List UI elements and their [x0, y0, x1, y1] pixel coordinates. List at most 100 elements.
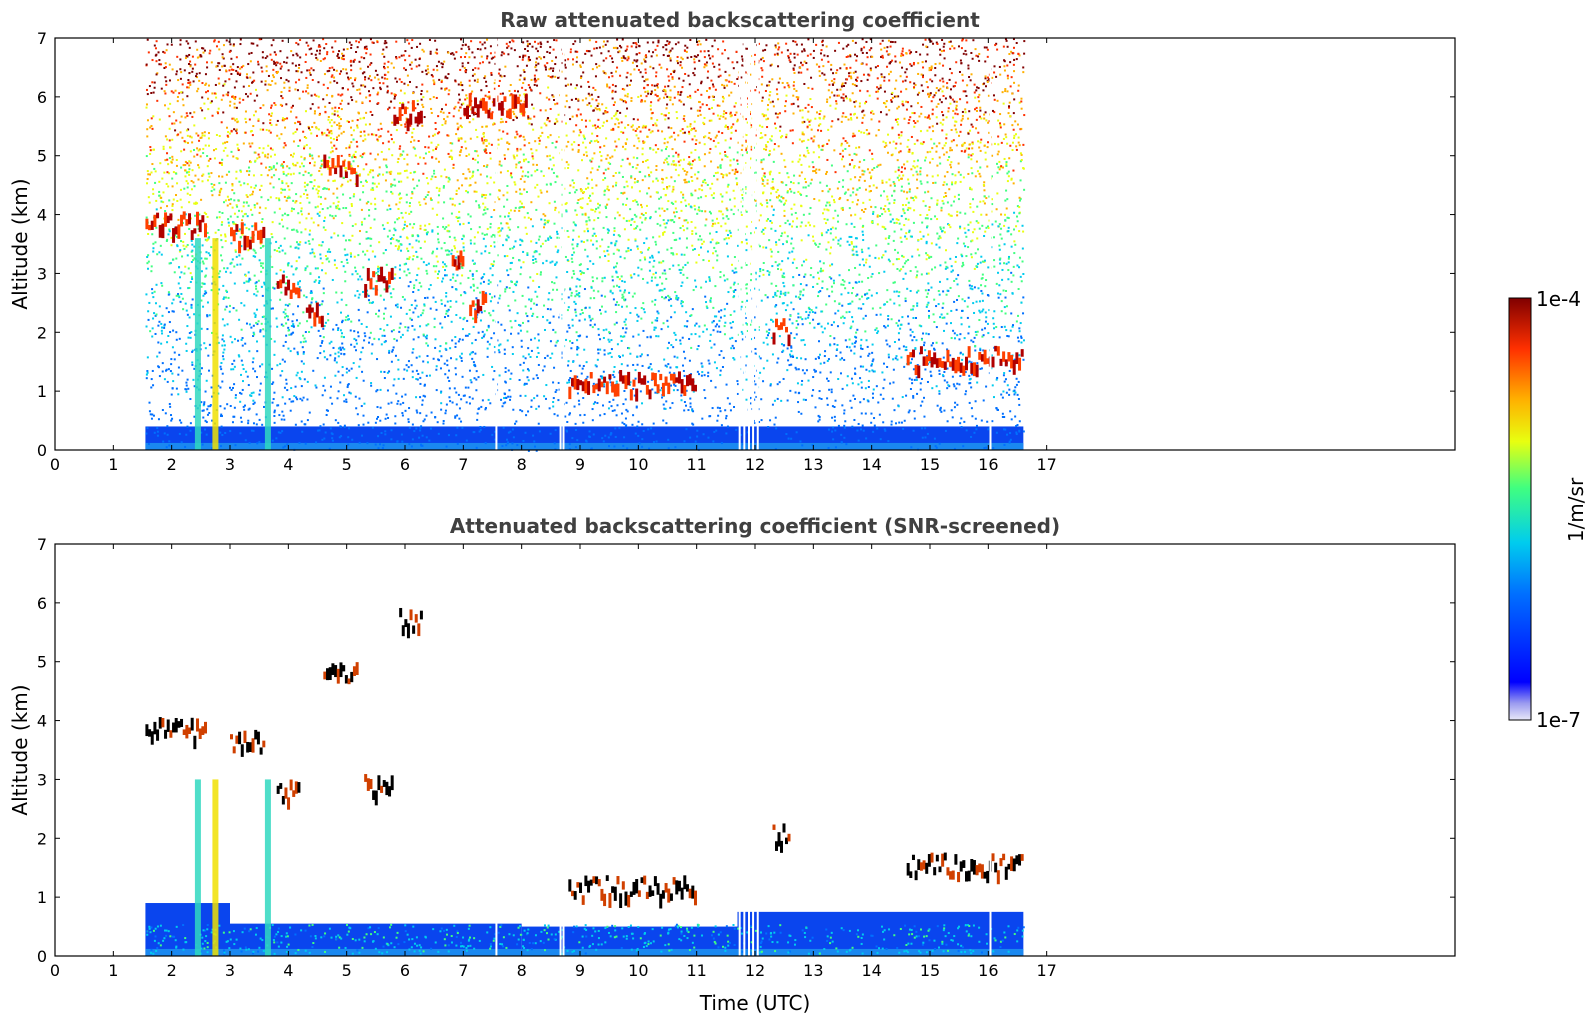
noise-pixel [934, 215, 937, 218]
noise-pixel [240, 373, 243, 376]
noise-pixel [365, 45, 368, 48]
noise-pixel [510, 372, 513, 375]
noise-pixel [517, 323, 520, 326]
noise-pixel [903, 163, 906, 166]
noise-pixel [724, 70, 727, 73]
noise-pixel [681, 305, 684, 308]
noise-pixel [346, 261, 349, 264]
noise-pixel [551, 142, 554, 145]
noise-pixel [785, 199, 788, 202]
noise-pixel [315, 300, 318, 303]
noise-pixel [579, 270, 582, 273]
noise-pixel [786, 49, 789, 52]
noise-pixel [614, 244, 617, 247]
noise-pixel [249, 92, 252, 95]
noise-pixel [841, 208, 844, 211]
noise-pixel [391, 154, 394, 157]
noise-pixel [558, 136, 561, 139]
noise-pixel [763, 148, 766, 151]
noise-pixel [611, 57, 614, 60]
noise-pixel [363, 57, 366, 60]
noise-pixel [909, 328, 912, 331]
noise-pixel [463, 394, 466, 397]
noise-pixel [146, 182, 149, 185]
noise-pixel [339, 102, 342, 105]
noise-pixel [342, 336, 345, 339]
noise-pixel [318, 429, 321, 432]
noise-pixel [506, 170, 509, 173]
noise-pixel [896, 358, 899, 361]
noise-pixel [616, 47, 619, 50]
noise-pixel [693, 61, 696, 64]
noise-pixel [753, 53, 756, 56]
noise-pixel [573, 182, 576, 185]
noise-pixel [531, 314, 534, 317]
noise-pixel [358, 365, 361, 368]
noise-pixel [492, 378, 495, 381]
noise-pixel [254, 315, 257, 318]
noise-pixel [682, 350, 685, 353]
noise-pixel [548, 202, 551, 205]
noise-pixel [694, 149, 697, 152]
noise-pixel [419, 376, 422, 379]
noise-pixel [792, 102, 795, 105]
noise-pixel [932, 42, 935, 45]
noise-pixel [168, 79, 171, 82]
noise-pixel [482, 135, 485, 138]
noise-pixel [769, 199, 772, 202]
noise-pixel [731, 269, 734, 272]
noise-pixel [515, 166, 518, 169]
noise-pixel [537, 195, 540, 198]
noise-pixel [170, 244, 173, 247]
noise-pixel [509, 83, 512, 86]
noise-pixel [415, 86, 418, 89]
noise-pixel [288, 89, 291, 92]
noise-pixel [367, 237, 370, 240]
noise-pixel [636, 363, 639, 366]
noise-pixel [288, 303, 291, 306]
noise-pixel [145, 432, 148, 435]
noise-pixel [827, 428, 830, 431]
noise-pixel [221, 163, 224, 166]
noise-pixel [458, 417, 461, 420]
noise-pixel [173, 351, 176, 354]
noise-pixel [430, 107, 433, 110]
noise-pixel [670, 201, 673, 204]
noise-pixel [326, 70, 329, 73]
noise-pixel [786, 219, 789, 222]
noise-pixel [435, 368, 438, 371]
noise-pixel [649, 256, 652, 259]
noise-pixel [183, 148, 186, 151]
noise-pixel [218, 191, 221, 194]
noise-pixel [771, 180, 774, 183]
noise-pixel [690, 220, 693, 223]
noise-pixel [494, 430, 497, 433]
noise-pixel [605, 207, 608, 210]
noise-pixel [908, 148, 911, 151]
noise-pixel [634, 307, 637, 310]
noise-pixel [231, 386, 234, 389]
noise-pixel [842, 283, 845, 286]
noise-pixel [355, 140, 358, 143]
noise-pixel [520, 345, 523, 348]
noise-pixel [922, 332, 925, 335]
noise-pixel [447, 93, 450, 96]
noise-pixel [456, 122, 459, 125]
noise-pixel [620, 363, 623, 366]
noise-pixel [870, 221, 873, 224]
noise-pixel [442, 185, 445, 188]
noise-pixel [481, 195, 484, 198]
noise-pixel [298, 97, 301, 100]
noise-pixel [1012, 169, 1015, 172]
noise-pixel [566, 420, 569, 423]
noise-pixel [289, 173, 292, 176]
noise-pixel [766, 334, 769, 337]
noise-pixel [973, 431, 976, 434]
noise-pixel [201, 180, 204, 183]
noise-pixel [333, 144, 336, 147]
noise-pixel [969, 382, 972, 385]
noise-pixel [709, 300, 712, 303]
noise-pixel [594, 88, 597, 91]
noise-pixel [412, 311, 415, 314]
noise-pixel [961, 114, 964, 117]
